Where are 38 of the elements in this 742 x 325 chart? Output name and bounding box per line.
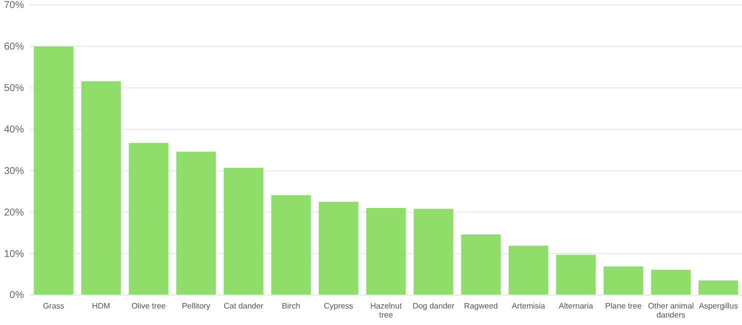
y-tick-label: 20% [4, 207, 24, 218]
x-tick-label: Ragweed [464, 302, 498, 311]
bar [604, 266, 644, 295]
x-tick-label: Birch [282, 302, 300, 311]
x-tick-label: Alternaria [558, 302, 594, 311]
bar [318, 202, 358, 295]
x-tick-label: Cypress [324, 302, 354, 311]
bar [176, 152, 216, 295]
y-tick-label: 30% [4, 166, 24, 177]
bar [271, 195, 311, 295]
x-tick-label: Artemisia [512, 302, 546, 311]
x-tick-label: HDM [92, 302, 111, 311]
y-tick-label: 50% [4, 83, 24, 94]
y-tick-label: 60% [4, 42, 24, 53]
x-tick-label: Pellitory [182, 302, 210, 311]
bar [34, 46, 74, 295]
x-tick-label: Other animal danders [648, 302, 694, 320]
bar [414, 208, 454, 295]
x-tick-label: Plane tree [605, 302, 642, 311]
bar [698, 280, 738, 295]
y-tick-label: 10% [4, 248, 24, 260]
bar [461, 234, 501, 295]
bar [81, 81, 121, 295]
bar [651, 270, 691, 295]
x-tick-label: Dog dander [412, 302, 455, 311]
y-tick-label: 40% [4, 124, 24, 136]
x-tick-label: Grass [42, 302, 64, 311]
y-tick-label: 70% [4, 0, 24, 12]
bar [224, 168, 264, 295]
y-tick-label: 0% [10, 290, 24, 302]
bar [128, 142, 168, 295]
x-tick-label: Cat dander [224, 302, 264, 311]
x-tick-label: Aspergillus [698, 302, 738, 311]
x-tick-label: Hazelnut tree [370, 302, 403, 320]
bar [366, 208, 406, 295]
bar [556, 254, 596, 295]
bar [508, 246, 548, 295]
x-tick-label: Olive tree [131, 302, 166, 311]
